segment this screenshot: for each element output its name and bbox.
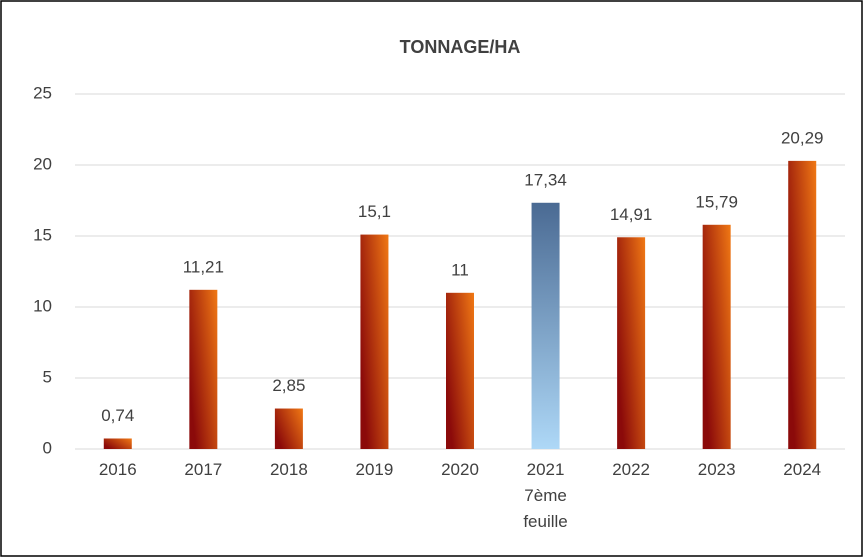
data-label: 15,1 [358,202,391,221]
bar [702,224,731,449]
bar [617,237,646,449]
y-tick-label: 0 [43,438,52,457]
data-label: 17,34 [524,170,567,189]
x-tick-label: 2022 [612,460,651,479]
bar [446,292,474,449]
data-label: 14,91 [610,205,653,224]
y-tick-label: 25 [33,83,52,102]
x-tick-label: 2016 [98,460,137,479]
bar [103,438,132,449]
data-label: 2,85 [272,376,305,395]
data-label: 20,29 [781,128,824,147]
y-tick-label: 15 [33,225,52,244]
bar [788,160,817,449]
bar [274,408,303,449]
data-label: 11 [451,260,469,279]
bar [531,202,560,449]
x-tick-label: 2023 [697,460,736,479]
x-tick-label: 2024 [783,460,822,479]
x-tick-label: 2020 [441,460,479,479]
bar [189,289,218,449]
data-label: 0,74 [101,406,134,425]
chart-title: TONNAGE/HA [400,37,521,57]
y-tick-label: 10 [33,296,52,315]
x-tick-label: 2018 [269,460,308,479]
y-tick-label: 20 [33,154,52,173]
y-tick-label: 5 [43,367,52,386]
x-tick-label: 2017 [184,460,223,479]
x-tick-label: 2019 [355,460,394,479]
data-label: 15,79 [695,192,738,211]
x-tick-label: 2021 7ème feuille [523,460,568,531]
data-label: 11,21 [183,257,224,276]
bar [360,234,389,449]
